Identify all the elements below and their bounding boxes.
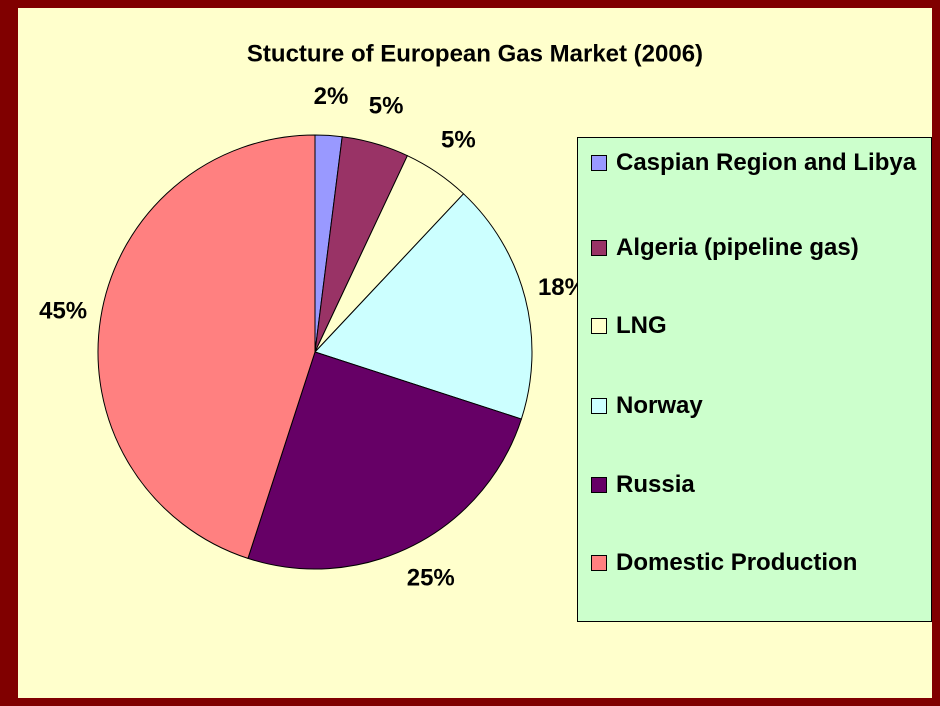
- legend-label: Domestic Production: [616, 549, 858, 576]
- data-label: 25%: [407, 565, 455, 592]
- legend-entry: Caspian Region and Libya: [590, 144, 926, 182]
- legend-swatch: [591, 555, 607, 571]
- legend-entry: Algeria (pipeline gas): [590, 229, 926, 267]
- legend-entry: Russia: [590, 466, 926, 504]
- legend-label: Norway: [616, 392, 703, 419]
- legend-swatch: [591, 318, 607, 334]
- legend-label: LNG: [616, 312, 667, 339]
- data-label: 2%: [314, 83, 349, 110]
- legend-label: Algeria (pipeline gas): [616, 234, 859, 261]
- data-label: 5%: [441, 126, 476, 153]
- legend: Caspian Region and Libya Algeria (pipelin…: [577, 137, 932, 622]
- legend-entry: Domestic Production: [590, 544, 926, 582]
- data-label: 45%: [39, 297, 87, 324]
- legend-swatch: [591, 240, 607, 256]
- pie-slice: [247, 351, 523, 570]
- legend-label: Caspian Region and Libya: [616, 149, 917, 176]
- data-label: 5%: [369, 92, 404, 119]
- legend-swatch: [591, 155, 607, 171]
- legend-label: Russia: [616, 471, 695, 498]
- pie-slice: [314, 193, 533, 420]
- legend-swatch: [591, 477, 607, 493]
- legend-entry: Norway: [590, 387, 926, 425]
- pie-slice: [97, 134, 316, 560]
- legend-entry: LNG: [590, 307, 926, 345]
- legend-swatch: [591, 398, 607, 414]
- chart-title: Stucture of European Gas Market (2006): [247, 40, 703, 67]
